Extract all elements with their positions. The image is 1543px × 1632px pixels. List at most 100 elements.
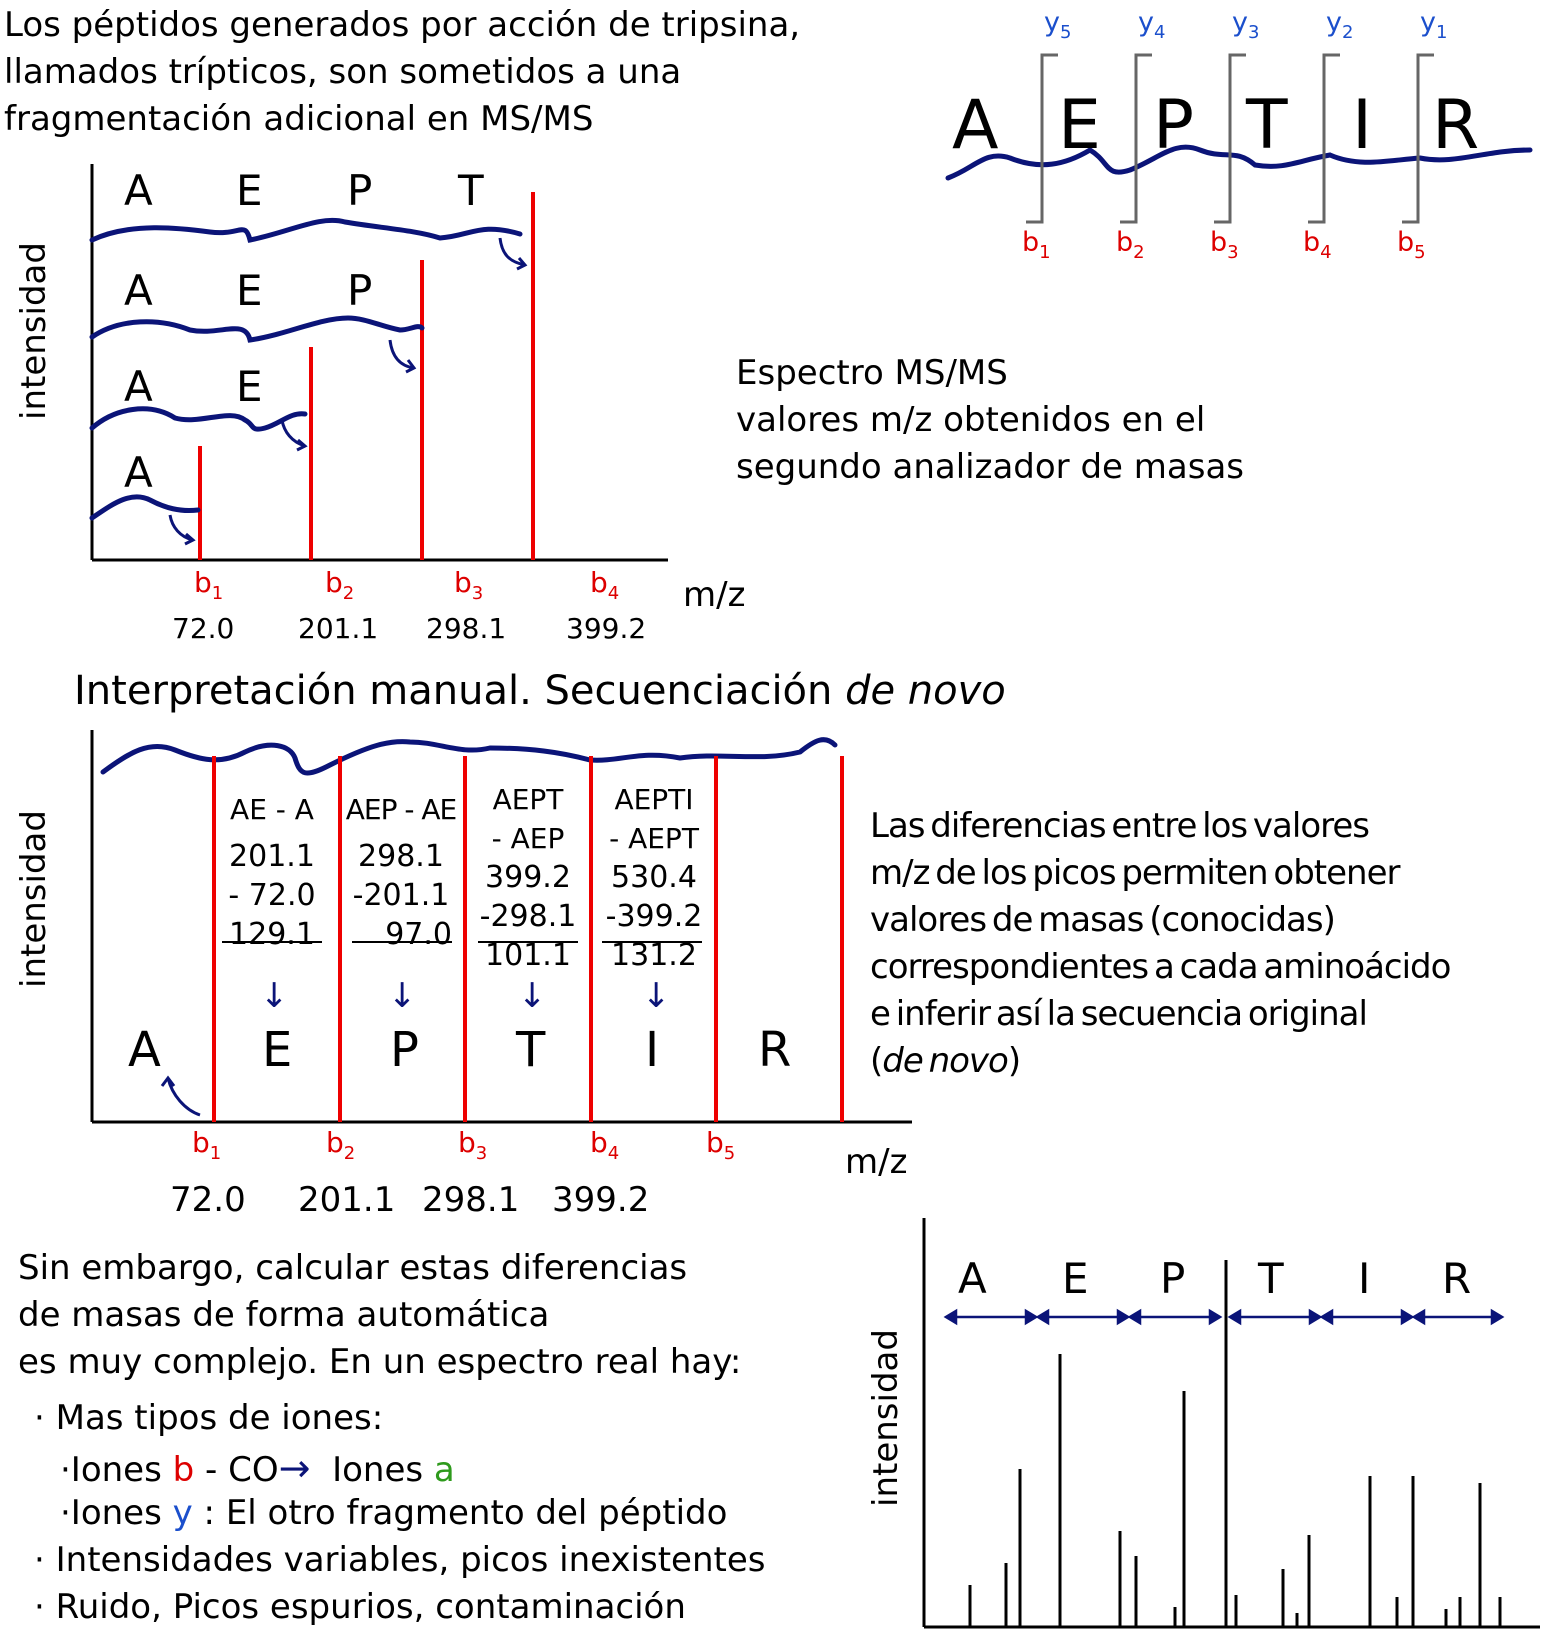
mz-value: 298.1 [422,1180,520,1220]
residue-T: T [516,1022,546,1078]
bullet-y-prefix: ·Iones [60,1493,173,1533]
b-ion-label: b4 [1303,227,1332,263]
fragment-residue: A [124,362,153,411]
fragment-residue: T [458,166,484,215]
residue-R: R [1432,86,1480,165]
intro-text: Los péptidos generados por acción de tri… [4,5,801,139]
diff-column: AEPT - AEP 399.2 -298.1 101.1 [470,780,586,975]
ion-label-b4: b4 [590,566,620,604]
differences-caption-italic: de novo [882,1041,1009,1081]
mz-value: 399.2 [566,612,647,645]
ion-label-b1: b1 [194,566,224,604]
panel3-arrows [943,1308,1505,1326]
diff-minuend: 298.1 [358,839,444,874]
panel1-ylabel: intensidad [14,242,54,420]
panel3-peaks [968,1354,1502,1627]
diff-minuend: 201.1 [229,839,315,874]
panel2-ylabel: intensidad [14,810,54,988]
residue-E: E [1058,86,1101,165]
diff-result: 131.2 [611,938,697,973]
cleavage-brackets [1026,53,1434,224]
residue-R: R [1442,1254,1472,1303]
diff-subtrahend: -201.1 [352,878,450,913]
diff-subtrahend: - 72.0 [228,878,316,913]
bullet-b-ions: ·Iones b - CO→ Iones a [60,1446,455,1490]
diff-result: 101.1 [485,938,571,973]
ion-label-b3: b3 [454,566,484,604]
fragment-residue: P [347,166,373,215]
down-arrow-icon: ↓ [260,976,289,1016]
diff-minuend: 399.2 [485,860,571,895]
diff-result: 97.0 [385,917,452,952]
fragment-residue: E [236,266,263,315]
panel2-peaks [212,756,844,1122]
mz-value: 399.2 [552,1180,650,1220]
ion-label-b2: b2 [326,1126,356,1164]
b-ion-label: b5 [1397,227,1426,263]
a-ion-letter: a [433,1450,455,1490]
ion-label-b2: b2 [325,566,355,604]
residue-I: I [1352,86,1373,165]
diff-column: AEPTI - AEPT 530.4 -399.2 131.2 [596,780,712,975]
mz-value: 298.1 [426,612,507,645]
residue-T: T [1258,1254,1284,1303]
y-ion-label: y1 [1420,7,1448,43]
y-ion-label: y3 [1232,7,1260,43]
fragment-residue: P [347,266,373,315]
residue-R: R [758,1022,792,1078]
residue-A: A [128,1022,161,1078]
peptide-backbone [945,144,1533,181]
down-arrow-icon: ↓ [388,976,417,1016]
residue-A: A [952,86,999,165]
differences-caption: Las diferencias entre los valores m/z de… [870,803,1451,1085]
residue-I: I [645,1022,660,1078]
panel1-xlabel: m/z [683,575,746,615]
y-ion-label: y2 [1326,7,1354,43]
b-ion-label: b3 [1210,227,1239,263]
residue-T: T [1246,86,1288,165]
fragment-residue: E [236,362,263,411]
residue-E: E [262,1022,293,1078]
y-ion-letter: y [172,1493,193,1533]
however-text: Sin embargo, calcular estas diferencias … [18,1248,742,1382]
diff-subtrahend: -298.1 [479,899,577,934]
residue-E: E [1062,1254,1089,1303]
mz-value: 72.0 [170,1180,246,1220]
b-ion-label: b1 [1022,227,1051,263]
residue-P: P [1153,86,1195,165]
residue-A: A [958,1254,987,1303]
panel3-ylabel: intensidad [866,1329,906,1507]
y-ion-label: y4 [1138,7,1166,43]
bullet-b-prefix: ·Iones [60,1450,173,1490]
section-title-plain: Interpretación manual. Secuenciación [74,668,846,714]
section-title: Interpretación manual. Secuenciación de … [74,668,1006,714]
down-arrow-icon: ↓ [642,976,671,1016]
ion-label-b1: b1 [192,1126,222,1164]
fragment-residue: A [124,166,153,215]
mz-value: 72.0 [172,612,235,645]
residue-P: P [390,1022,419,1078]
mz-value: 201.1 [298,612,379,645]
b-ion-label: b2 [1116,227,1145,263]
panel1-arrows [168,237,528,546]
ion-label-b5: b5 [706,1126,736,1164]
panel2-axes [90,730,912,1124]
fragment-residue: A [124,266,153,315]
bullet-ion-types: · Mas tipos de iones: [34,1398,384,1438]
differences-caption-close: ) [1007,1041,1021,1081]
bullet-y-suffix: : El otro fragmento del péptido [192,1493,728,1533]
y-ion-label: y5 [1044,7,1072,43]
diff-label: AEP - AE [345,793,457,826]
panel2-backbone [100,737,838,776]
mz-value: 201.1 [298,1180,396,1220]
spectrum-caption: Espectro MS/MS valores m/z obtenidos en … [736,353,1244,487]
residue-P: P [1160,1254,1186,1303]
diff-label: AEPT - AEP [491,783,565,855]
bullet-intensities: · Intensidades variables, picos inexiste… [34,1540,766,1580]
right-arrow-icon: → [278,1446,311,1490]
panel1-fragments [89,217,523,521]
ion-label-b3: b3 [458,1126,488,1164]
diff-label: AEPTI - AEPT [609,783,699,855]
diff-subtrahend: -399.2 [605,899,703,934]
